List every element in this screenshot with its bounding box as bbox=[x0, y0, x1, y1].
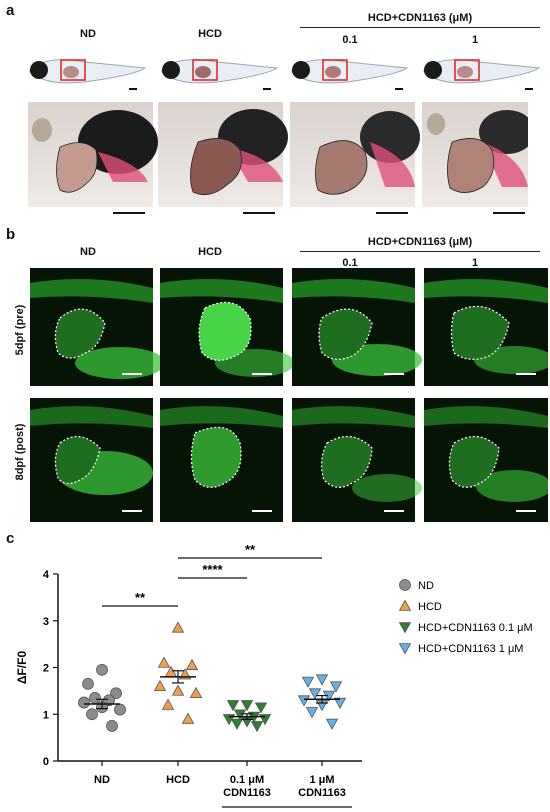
larva-low bbox=[291, 59, 409, 84]
data-point bbox=[153, 679, 167, 692]
larva-high bbox=[423, 59, 541, 84]
legend-marker bbox=[398, 643, 412, 655]
panel-b-group-bar bbox=[300, 251, 540, 252]
data-point bbox=[297, 695, 311, 707]
data-point bbox=[110, 687, 122, 700]
panel-b-row-post: 8dpf (post) bbox=[14, 423, 26, 481]
legend-label: HCD bbox=[418, 601, 442, 613]
panel-b-fluorescence-grid bbox=[30, 268, 548, 522]
liver-image-nd bbox=[28, 102, 158, 207]
data-point bbox=[161, 698, 175, 710]
data-point bbox=[333, 697, 347, 709]
data-point bbox=[250, 721, 264, 733]
data-point bbox=[82, 677, 94, 690]
fluor-post-hcd bbox=[160, 398, 283, 522]
data-point bbox=[157, 656, 171, 668]
data-point bbox=[329, 681, 343, 693]
data-point bbox=[106, 720, 118, 732]
legend-marker bbox=[399, 579, 411, 591]
panel-a-liver-row bbox=[28, 102, 528, 214]
significance-label: ** bbox=[245, 542, 256, 557]
larva-nd bbox=[29, 59, 147, 84]
panel-b-group-header: HCD+CDN1163 (μM) bbox=[367, 236, 473, 248]
panel-a-col-nd: ND bbox=[80, 28, 96, 40]
data-point bbox=[325, 718, 339, 730]
data-point bbox=[114, 703, 126, 716]
significance-label: ** bbox=[135, 590, 146, 605]
larva-hcd bbox=[161, 59, 279, 84]
fluor-post-low bbox=[292, 398, 422, 522]
legend-label: HCD+CDN1163 1 μM bbox=[418, 643, 523, 655]
data-point bbox=[305, 707, 319, 719]
data-point bbox=[308, 688, 322, 700]
panel-c-letter: c bbox=[6, 530, 15, 547]
fluor-pre-hcd bbox=[160, 268, 295, 386]
data-point bbox=[315, 674, 329, 686]
data-point bbox=[78, 696, 90, 709]
data-point bbox=[189, 686, 203, 699]
data-point bbox=[254, 702, 268, 714]
data-point bbox=[181, 712, 195, 724]
data-point bbox=[230, 718, 244, 730]
panel-b-col-low: 0.1 bbox=[342, 257, 358, 269]
panel-a-larvae-row bbox=[29, 59, 541, 90]
data-point bbox=[86, 708, 98, 721]
y-tick-label: 4 bbox=[43, 569, 50, 581]
legend-marker bbox=[398, 622, 412, 634]
panel-a-group-bar bbox=[300, 27, 540, 28]
data-point bbox=[185, 658, 199, 670]
x-tick-label: ND bbox=[94, 774, 110, 786]
fluor-pre-low bbox=[292, 268, 422, 386]
liver-image-high bbox=[422, 102, 528, 207]
panel-a-letter: a bbox=[6, 2, 15, 19]
significance-label: **** bbox=[202, 562, 223, 577]
data-point bbox=[226, 700, 240, 712]
liver-image-hcd bbox=[158, 102, 288, 207]
panel-a-group-header: HCD+CDN1163 (μM) bbox=[367, 12, 473, 24]
y-tick-label: 0 bbox=[43, 756, 49, 768]
data-point bbox=[171, 684, 185, 696]
panel-a-col-hcd: HCD bbox=[198, 28, 222, 40]
x-tick-label: HCD bbox=[166, 774, 190, 786]
panel-b-letter: b bbox=[6, 226, 16, 243]
y-tick-label: 2 bbox=[43, 663, 49, 675]
fluor-pre-nd bbox=[30, 268, 165, 386]
fluor-post-nd bbox=[30, 398, 153, 522]
data-point bbox=[89, 691, 101, 704]
data-point bbox=[301, 676, 315, 688]
panel-a-col-low: 0.1 bbox=[342, 34, 358, 46]
panel-b-col-high: 1 bbox=[471, 257, 479, 269]
panel-b-row-pre: 5dpf (pre) bbox=[14, 304, 26, 356]
data-point bbox=[103, 694, 115, 707]
x-tick-label: 1 μM bbox=[309, 774, 334, 786]
liver-image-low bbox=[290, 102, 420, 207]
legend-label: ND bbox=[418, 580, 434, 592]
data-point bbox=[240, 700, 254, 712]
y-tick-label: 3 bbox=[43, 616, 49, 628]
x-tick-label: CDN1163 bbox=[223, 787, 271, 799]
x-tick-label: CDN1163 bbox=[298, 787, 346, 799]
data-point bbox=[171, 621, 185, 633]
data-point bbox=[233, 709, 247, 721]
panel-b-col-hcd: HCD bbox=[198, 246, 222, 258]
panel-a-col-high: 1 bbox=[471, 34, 479, 46]
fluor-post-high bbox=[424, 398, 548, 522]
legend-label: HCD+CDN1163 0.1 μM bbox=[418, 622, 533, 634]
x-tick-label: 0.1 μM bbox=[230, 774, 264, 786]
fluor-pre-high bbox=[424, 268, 548, 386]
panel-b-col-nd: ND bbox=[80, 246, 96, 258]
y-axis-label: ΔF/F0 bbox=[15, 651, 29, 685]
y-tick-label: 1 bbox=[43, 709, 49, 721]
legend-marker bbox=[398, 599, 412, 611]
data-point bbox=[164, 665, 178, 677]
data-point bbox=[96, 663, 108, 676]
